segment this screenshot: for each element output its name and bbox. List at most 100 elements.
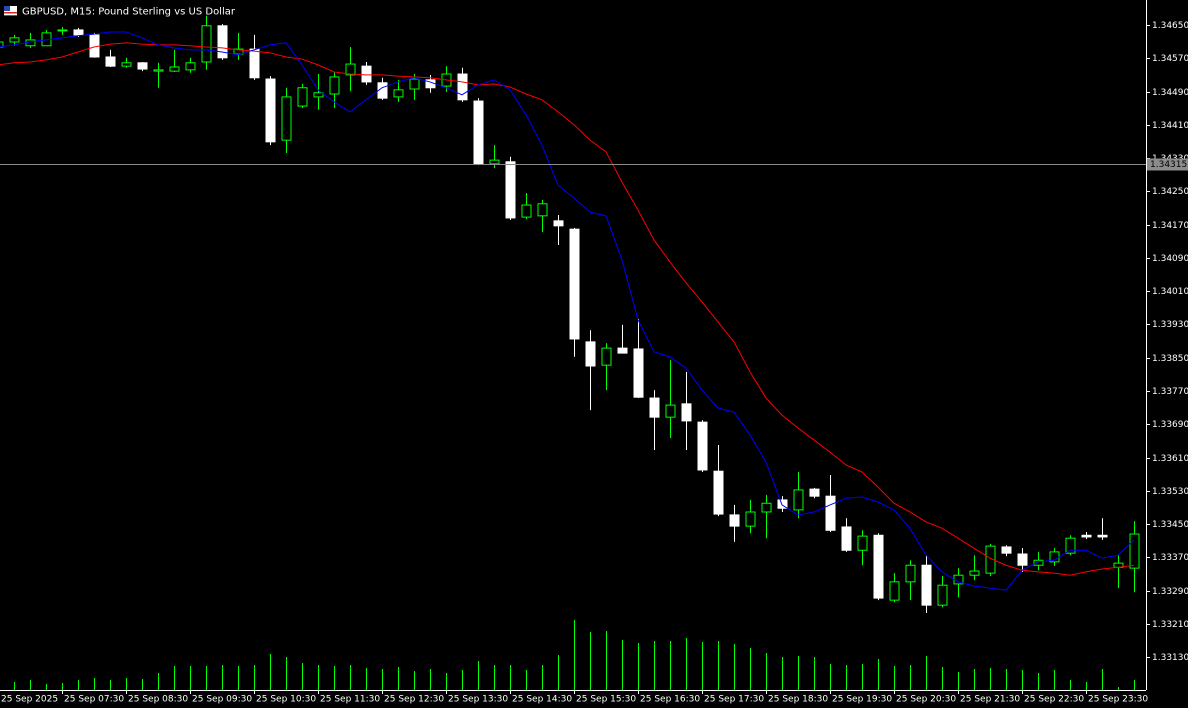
candle-body [777,499,788,509]
candle-body [601,347,612,366]
candle-body [841,526,852,551]
candle-body [121,62,132,67]
y-tick-label: 1.33770 [1152,387,1188,397]
candle-body [233,48,244,55]
candle-body [409,78,420,90]
candle-body [649,397,660,418]
candle-body [889,581,900,601]
x-tick-label: 25 Sep 18:30 [768,695,828,705]
y-tick-label: 1.34010 [1152,287,1188,297]
y-tick-label: 1.33610 [1152,454,1188,464]
flag-part [4,12,17,14]
candle-body [0,41,4,48]
candle-body [761,502,772,513]
x-tick-label: 25 Sep 17:30 [704,695,764,705]
candle-body [745,511,756,527]
candle-body [905,564,916,583]
candle-body [345,63,356,76]
candle-body [489,159,500,165]
y-tick-label: 1.33930 [1152,320,1188,330]
x-tick-label: 25 Sep 12:30 [384,695,444,705]
y-tick-label: 1.34170 [1152,221,1188,231]
candle-body [825,495,836,531]
candle-body [713,470,724,515]
candle-body [873,534,884,599]
candle-body [361,65,372,83]
candle-body [329,76,340,95]
candle-body [137,62,148,70]
candle-body [393,89,404,98]
candle-body [217,25,228,59]
moving-average-line [0,42,1135,576]
candle-body [1065,537,1076,554]
flag [4,6,17,16]
y-tick-label: 1.33450 [1152,520,1188,530]
y-tick-label: 1.34490 [1152,88,1188,98]
y-tick-label: 1.34250 [1152,187,1188,197]
candle-body [169,66,180,72]
y-tick-label: 1.33210 [1152,620,1188,630]
price-label: 1.34315 [1150,160,1187,170]
candle-body [633,348,644,398]
candle-body [473,100,484,165]
candle-body [553,220,564,227]
candle-body [681,403,692,422]
candle-body [313,92,324,98]
x-tick-label: 25 Sep 08:30 [128,695,188,705]
x-tick-label: 25 Sep 23:30 [1088,695,1148,705]
candle-body [985,545,996,574]
y-tick-label: 1.33290 [1152,587,1188,597]
candle-body [153,69,164,72]
y-tick-label: 1.33130 [1152,653,1188,663]
y-tick-label: 1.34570 [1152,54,1188,64]
candle-body [665,404,676,418]
candle-body [697,421,708,471]
chart-title: GBPUSD, M15: Pound Sterling vs US Dollar [22,7,236,18]
x-tick-label: 25 Sep 20:30 [896,695,956,705]
x-tick-label: 25 Sep 07:30 [64,695,124,705]
x-tick-label: 25 Sep 11:30 [320,695,380,705]
candle-body [1001,546,1012,554]
candle-body [457,73,468,101]
x-tick-label: 25 Sep 19:30 [832,695,892,705]
y-tick-label: 1.33690 [1152,420,1188,430]
candle-body [57,29,68,32]
candle-body [521,204,532,218]
x-tick-label: 25 Sep 22:30 [1024,695,1084,705]
y-tick-label: 1.34650 [1152,21,1188,31]
candle-body [1017,553,1028,566]
candle-body [569,228,580,340]
candle-body [857,535,868,551]
x-tick-label: 25 Sep 16:30 [640,695,700,705]
x-tick-label: 25 Sep 10:30 [256,695,316,705]
y-tick-label: 1.34410 [1152,121,1188,131]
candle-body [377,82,388,99]
candle-body [537,203,548,217]
symbol-flag [4,6,17,16]
flag-part [4,15,17,16]
candle-body [809,488,820,497]
x-tick-label: 25 Sep 15:30 [576,695,636,705]
price-label-box [1147,158,1188,171]
candle-body [969,570,980,576]
candle-body [937,584,948,606]
moving-average-line [0,31,1135,591]
candle-body [1097,534,1108,538]
candle-body [617,347,628,354]
x-tick-label: 25 Sep 13:30 [448,695,508,705]
x-tick-label: 25 Sep 2025 [1,695,58,705]
candle-body [73,29,84,36]
candle-body [729,514,740,527]
candle-body [297,87,308,107]
candle-body [9,37,20,43]
candle-body [1081,534,1092,538]
candle-body [249,48,260,79]
candle-body [585,341,596,367]
candle-body [201,25,212,63]
y-tick-label: 1.34090 [1152,254,1188,264]
x-tick-label: 25 Sep 14:30 [512,695,572,705]
candle-body [105,56,116,67]
candle-body [793,489,804,511]
candle-body [921,564,932,606]
